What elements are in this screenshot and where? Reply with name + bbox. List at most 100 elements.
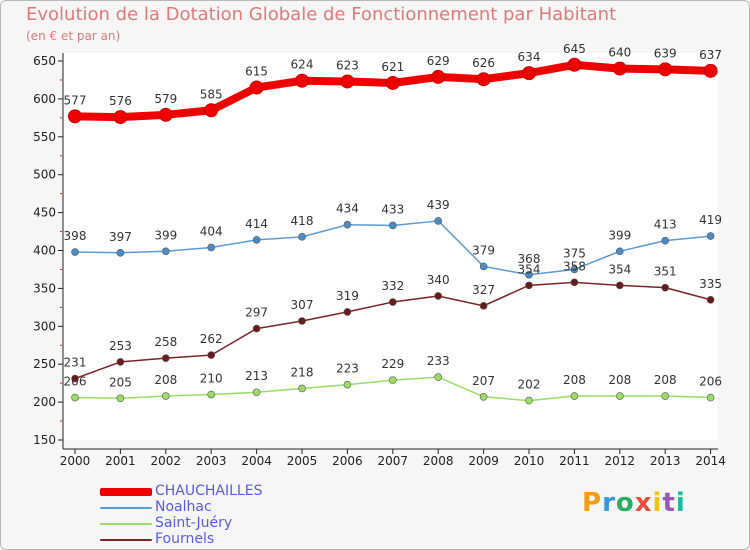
data-label-chauchailles: 577 [64, 93, 87, 107]
x-tick-label: 2007 [378, 454, 409, 468]
data-point-chauchailles [68, 109, 82, 124]
data-label-fournels: 354 [608, 262, 631, 276]
data-point-noalhac [343, 220, 352, 229]
data-label-saint-ju-ry: 208 [154, 373, 177, 387]
y-tick-label: 450 [33, 206, 56, 220]
data-label-chauchailles: 576 [109, 94, 132, 108]
data-label-noalhac: 399 [154, 228, 177, 242]
data-point-fournels [479, 302, 488, 310]
data-point-saint-ju-ry [298, 384, 306, 393]
y-tick-label: 250 [33, 357, 56, 371]
data-label-chauchailles: 629 [427, 54, 450, 68]
data-point-chauchailles [158, 107, 173, 122]
data-label-saint-ju-ry: 208 [654, 373, 677, 387]
data-point-noalhac [434, 217, 443, 225]
data-label-saint-ju-ry: 202 [518, 378, 541, 392]
data-point-saint-ju-ry [71, 393, 79, 402]
data-label-fournels: 258 [154, 335, 177, 349]
data-label-saint-ju-ry: 218 [291, 365, 314, 379]
data-label-noalhac: 375 [563, 246, 586, 260]
data-label-chauchailles: 626 [472, 56, 495, 70]
data-label-chauchailles: 645 [563, 42, 586, 56]
data-point-fournels [525, 281, 533, 290]
data-point-chauchailles [703, 63, 718, 78]
data-label-noalhac: 397 [109, 230, 132, 244]
logo-letter: r [602, 488, 616, 518]
legend-swatch [100, 507, 152, 509]
data-point-saint-ju-ry [252, 388, 261, 397]
data-point-chauchailles [295, 73, 309, 88]
data-label-saint-ju-ry: 208 [608, 373, 631, 387]
data-label-noalhac: 414 [245, 217, 268, 231]
x-tick-label: 2014 [695, 454, 726, 468]
data-label-chauchailles: 624 [291, 58, 314, 72]
x-tick-label: 2006 [332, 454, 363, 468]
data-label-fournels: 354 [518, 262, 541, 276]
y-tick-label: 550 [33, 130, 56, 144]
data-point-fournels [661, 283, 670, 292]
data-point-noalhac [71, 248, 79, 256]
x-tick-label: 2002 [151, 454, 182, 468]
x-tick-label: 2012 [605, 454, 636, 468]
data-point-noalhac [706, 232, 715, 240]
x-tick-label: 2008 [423, 454, 454, 468]
data-label-chauchailles: 639 [654, 46, 677, 60]
data-label-saint-ju-ry: 213 [245, 369, 268, 383]
data-label-noalhac: 413 [654, 218, 677, 232]
data-label-saint-ju-ry: 207 [472, 374, 495, 388]
data-point-chauchailles [249, 80, 264, 95]
legend-swatch [100, 488, 152, 496]
data-point-saint-ju-ry [162, 392, 170, 400]
data-point-fournels [162, 354, 170, 362]
data-label-saint-ju-ry: 223 [336, 362, 359, 376]
data-point-fournels [343, 308, 352, 316]
data-point-chauchailles [522, 66, 536, 81]
data-label-fournels: 335 [699, 277, 722, 291]
data-label-noalhac: 434 [336, 202, 359, 216]
data-label-noalhac: 399 [608, 228, 631, 242]
legend-label: Saint-Juéry [155, 515, 233, 531]
x-tick-label: 2009 [468, 454, 499, 468]
data-label-noalhac: 379 [472, 243, 495, 257]
data-label-saint-ju-ry: 206 [699, 375, 722, 389]
data-point-fournels [71, 374, 79, 383]
data-label-fournels: 358 [563, 259, 586, 273]
data-point-noalhac [252, 236, 261, 244]
y-tick-label: 650 [33, 54, 56, 68]
y-tick-label: 150 [33, 433, 56, 447]
y-tick-label: 500 [33, 168, 56, 182]
data-point-noalhac [570, 265, 579, 274]
data-label-fournels: 327 [472, 283, 495, 297]
data-label-noalhac: 368 [518, 252, 541, 266]
data-point-chauchailles [340, 74, 355, 89]
x-tick-label: 2005 [287, 454, 318, 468]
data-label-fournels: 231 [64, 356, 87, 370]
data-label-chauchailles: 623 [336, 58, 359, 72]
data-point-saint-ju-ry [116, 394, 125, 403]
data-label-saint-ju-ry: 210 [200, 372, 223, 386]
x-tick-label: 2011 [559, 454, 590, 468]
data-label-noalhac: 418 [291, 214, 314, 228]
data-label-noalhac: 404 [200, 224, 223, 238]
data-label-fournels: 351 [654, 265, 677, 279]
y-tick-label: 600 [33, 92, 56, 106]
y-tick-label: 350 [33, 281, 56, 295]
data-point-chauchailles [476, 72, 491, 87]
y-tick-label: 400 [33, 244, 56, 258]
data-label-chauchailles: 585 [200, 87, 223, 101]
y-tick-label: 200 [33, 395, 56, 409]
data-point-chauchailles [658, 62, 673, 77]
x-tick-label: 2003 [196, 454, 227, 468]
data-label-chauchailles: 640 [608, 46, 631, 60]
data-point-saint-ju-ry [615, 392, 624, 400]
data-label-fournels: 319 [336, 289, 359, 303]
x-tick-label: 2010 [514, 454, 545, 468]
data-point-saint-ju-ry [434, 373, 443, 381]
data-label-noalhac: 439 [427, 198, 450, 212]
legend-swatch [100, 539, 152, 541]
data-label-saint-ju-ry: 229 [381, 357, 404, 371]
legend-label: CHAUCHAILLES [155, 483, 263, 499]
legend-label: Noalhac [155, 499, 212, 515]
legend-label: Fournels [155, 531, 215, 547]
data-point-fournels [570, 278, 579, 287]
